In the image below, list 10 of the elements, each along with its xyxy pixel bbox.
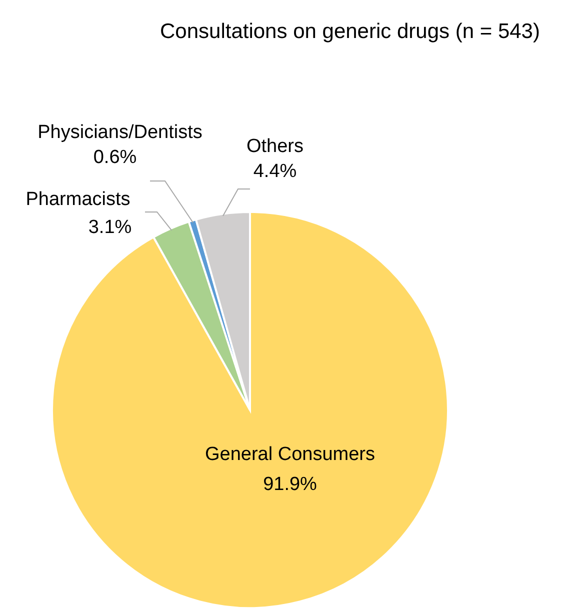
data-label: 0.6% [93,147,137,168]
slice-label: General Consumers [204,444,376,466]
pie-slice [51,211,449,609]
slice-label: Physicians/Dentists [38,122,202,144]
chart-title: Consultations on generic drugs (n = 543) [160,20,540,43]
data-label: 4.4% [253,161,297,182]
slice-label: Others [246,136,304,158]
slice-label: Pharmacists [26,189,130,210]
data-label: 3.1% [88,217,132,238]
data-label: 91.9% [263,474,318,496]
